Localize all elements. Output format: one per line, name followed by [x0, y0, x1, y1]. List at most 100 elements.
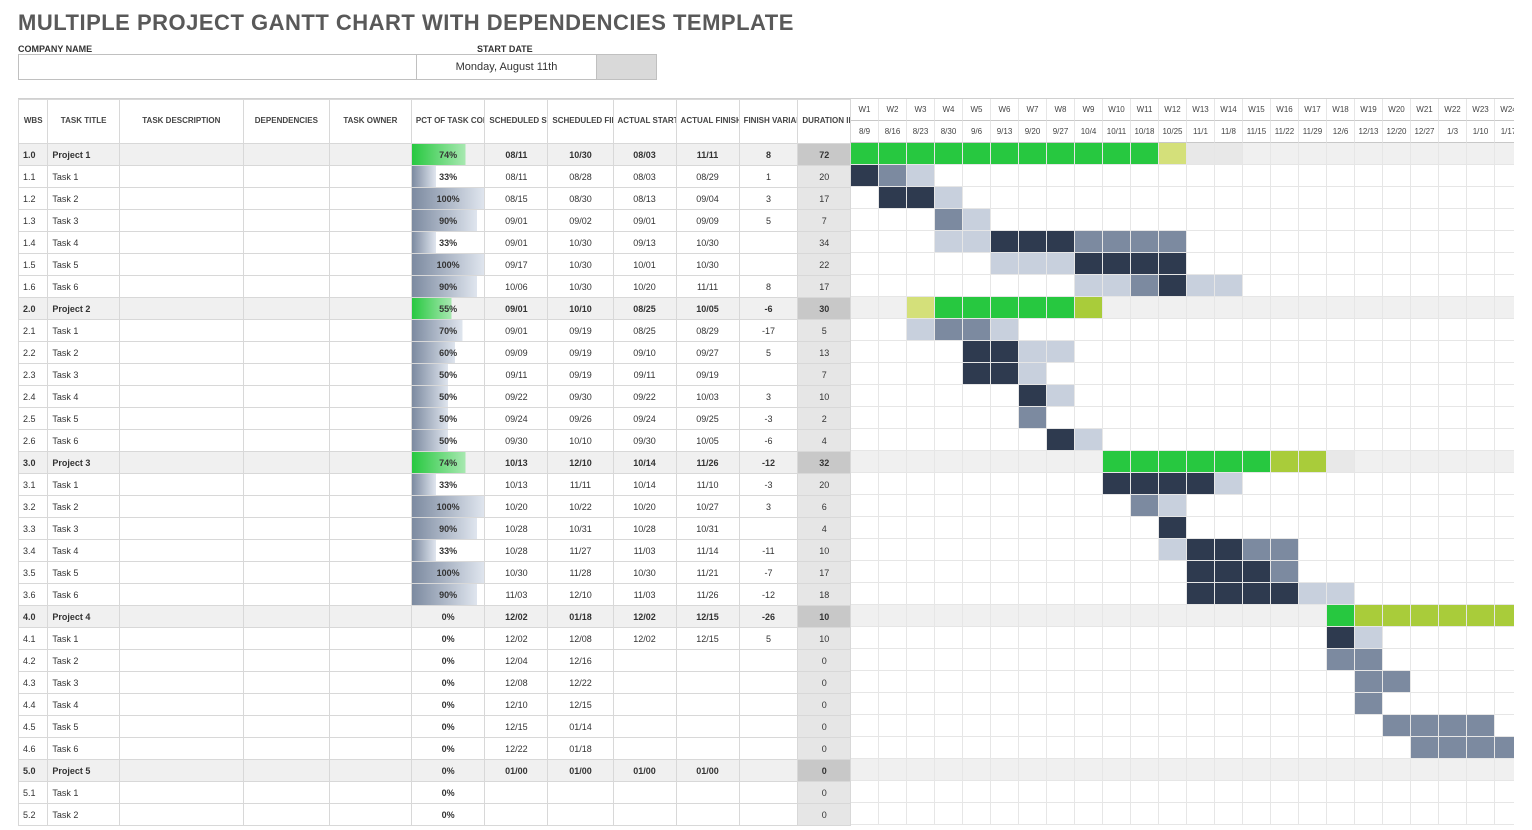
start-date-label: START DATE	[477, 44, 657, 54]
pct-complete-cell: 0%	[411, 606, 485, 628]
table-row: 1.1Task 133%08/1108/2808/0308/29120	[19, 166, 851, 188]
table-row: 3.2Task 2100%10/2010/2210/2010/2736	[19, 496, 851, 518]
pct-complete-cell: 90%	[411, 210, 485, 232]
table-row: 1.2Task 2100%08/1508/3008/1309/04317	[19, 188, 851, 210]
week-date: 8/23	[907, 121, 935, 143]
week-header: W10	[1103, 99, 1131, 121]
col-dependencies: DEPENDENCIES	[243, 100, 329, 144]
table-row: 4.1Task 10%12/0212/0812/0212/15510	[19, 628, 851, 650]
gantt-row	[851, 561, 1514, 583]
week-header: W5	[963, 99, 991, 121]
gantt-row	[851, 187, 1514, 209]
week-header: W8	[1047, 99, 1075, 121]
gantt-row	[851, 341, 1514, 363]
week-header: W12	[1159, 99, 1187, 121]
gantt-row	[851, 583, 1514, 605]
week-date: 8/9	[851, 121, 879, 143]
week-header: W24	[1495, 99, 1514, 121]
gantt-row	[851, 539, 1514, 561]
week-header: W14	[1215, 99, 1243, 121]
table-row: 3.3Task 390%10/2810/3110/2810/314	[19, 518, 851, 540]
table-row: 4.3Task 30%12/0812/220	[19, 672, 851, 694]
col-duration_days: DURATION IN DAYS	[798, 100, 851, 144]
week-header: W16	[1271, 99, 1299, 121]
week-header: W11	[1131, 99, 1159, 121]
company-name-label: COMPANY NAME	[18, 44, 417, 54]
week-header: W6	[991, 99, 1019, 121]
pct-complete-cell: 33%	[411, 166, 485, 188]
week-date: 11/29	[1299, 121, 1327, 143]
table-row: 2.2Task 260%09/0909/1909/1009/27513	[19, 342, 851, 364]
week-date: 10/11	[1103, 121, 1131, 143]
col-wbs: WBS	[19, 100, 48, 144]
week-date: 1/10	[1467, 121, 1495, 143]
week-date: 12/13	[1355, 121, 1383, 143]
gantt-row	[851, 253, 1514, 275]
pct-complete-cell: 50%	[411, 364, 485, 386]
week-date: 8/16	[879, 121, 907, 143]
col-scheduled_start: SCHEDULED START	[485, 100, 548, 144]
table-row: 3.1Task 133%10/1311/1110/1411/10-320	[19, 474, 851, 496]
pct-complete-cell: 74%	[411, 144, 485, 166]
week-header: W15	[1243, 99, 1271, 121]
col-actual_start: ACTUAL START	[613, 100, 676, 144]
week-header: W22	[1439, 99, 1467, 121]
table-row: 2.4Task 450%09/2209/3009/2210/03310	[19, 386, 851, 408]
gantt-row	[851, 319, 1514, 341]
pct-complete-cell: 0%	[411, 738, 485, 760]
date-picker-box[interactable]	[597, 54, 657, 80]
week-date: 9/6	[963, 121, 991, 143]
pct-complete-cell: 50%	[411, 430, 485, 452]
gantt-row	[851, 671, 1514, 693]
table-row: 5.2Task 20%0	[19, 804, 851, 826]
gantt-row	[851, 715, 1514, 737]
gantt-row	[851, 297, 1514, 319]
gantt-row	[851, 473, 1514, 495]
table-row: 4.5Task 50%12/1501/140	[19, 716, 851, 738]
pct-complete-cell: 33%	[411, 232, 485, 254]
week-date: 9/13	[991, 121, 1019, 143]
week-date: 8/30	[935, 121, 963, 143]
pct-complete-cell: 50%	[411, 408, 485, 430]
gantt-row	[851, 605, 1514, 627]
gantt-row	[851, 649, 1514, 671]
week-date: 11/22	[1271, 121, 1299, 143]
gantt-row	[851, 275, 1514, 297]
week-header: W7	[1019, 99, 1047, 121]
gantt-row	[851, 143, 1514, 165]
gantt-row	[851, 231, 1514, 253]
table-row: 5.0Project 50%01/0001/0001/0001/000	[19, 760, 851, 782]
week-date: 10/4	[1075, 121, 1103, 143]
week-header: W23	[1467, 99, 1495, 121]
gantt-row	[851, 803, 1514, 825]
gantt-row	[851, 737, 1514, 759]
gantt-row	[851, 209, 1514, 231]
gantt-row	[851, 495, 1514, 517]
week-header: W3	[907, 99, 935, 121]
pct-complete-cell: 0%	[411, 804, 485, 826]
gantt-row	[851, 165, 1514, 187]
gantt-row	[851, 759, 1514, 781]
table-row: 3.6Task 690%11/0312/1011/0311/26-1218	[19, 584, 851, 606]
start-date-input[interactable]: Monday, August 11th	[417, 54, 597, 80]
gantt-row	[851, 627, 1514, 649]
week-date: 9/27	[1047, 121, 1075, 143]
col-task_title: TASK TITLE	[48, 100, 119, 144]
company-name-input[interactable]	[18, 54, 417, 80]
week-header: W2	[879, 99, 907, 121]
table-row: 1.5Task 5100%09/1710/3010/0110/3022	[19, 254, 851, 276]
table-row: 4.6Task 60%12/2201/180	[19, 738, 851, 760]
week-date: 11/15	[1243, 121, 1271, 143]
pct-complete-cell: 74%	[411, 452, 485, 474]
pct-complete-cell: 70%	[411, 320, 485, 342]
table-row: 4.4Task 40%12/1012/150	[19, 694, 851, 716]
week-header: W1	[851, 99, 879, 121]
col-pct_complete: PCT OF TASK COMPLETE	[411, 100, 485, 144]
table-row: 3.4Task 433%10/2811/2711/0311/14-1110	[19, 540, 851, 562]
table-row: 4.2Task 20%12/0412/160	[19, 650, 851, 672]
table-row: 3.5Task 5100%10/3011/2810/3011/21-717	[19, 562, 851, 584]
week-date: 1/17	[1495, 121, 1514, 143]
pct-complete-cell: 100%	[411, 188, 485, 210]
table-row: 2.1Task 170%09/0109/1908/2508/29-175	[19, 320, 851, 342]
week-header: W20	[1383, 99, 1411, 121]
